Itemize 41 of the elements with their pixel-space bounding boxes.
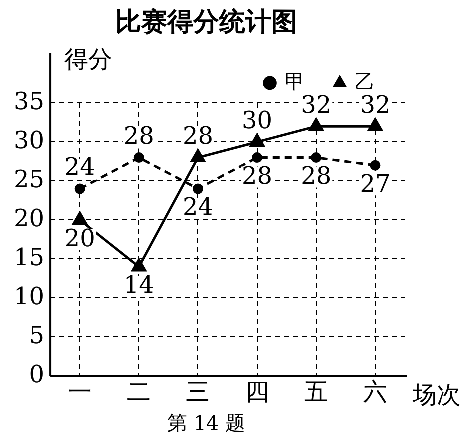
y-tick-label: 30 [14,126,45,154]
text: 第 14 题 [167,411,246,436]
legend-label: 甲 [285,69,305,94]
y-axis-title: 得分 [64,45,113,74]
y-tick-label: 25 [14,165,45,194]
data-label: 32 [301,90,332,119]
data-label: 28 [301,162,332,190]
point [190,150,206,163]
data-label: 24 [64,153,96,182]
y-tick-label: 5 [29,321,45,350]
x-tick-label: 四 [245,378,270,406]
y-tick-label: 0 [29,360,45,388]
y-tick-label: 15 [14,243,45,272]
legend-label: 乙 [355,69,375,94]
data-label: 32 [360,90,391,119]
y-tick-label: 20 [14,204,45,232]
data-label: 20 [64,224,96,252]
x-tick-label: 六 [363,378,388,406]
data-label: 14 [124,271,154,300]
point [132,258,146,272]
x-tick-label: 一 [68,378,92,406]
point [134,152,144,164]
point [311,152,322,164]
y-tick-label: 35 [14,87,45,116]
data-label: 28 [242,162,273,190]
x-tick-label: 三 [186,378,210,406]
data-label: 24 [182,193,214,222]
x-tick-label: 二 [127,378,152,406]
data-label: 27 [360,170,391,198]
point [370,160,381,171]
point [72,212,88,225]
chart-title: 比赛得分统计图 [116,7,298,38]
data-label: 28 [182,122,214,150]
data-label: 28 [124,122,154,150]
point [74,184,86,194]
data-label: 30 [242,106,273,134]
x-axis-title: 场次 [412,381,461,410]
x-tick-label: 五 [304,378,328,406]
y-tick-label: 10 [14,282,45,310]
point [252,152,263,164]
point [192,184,204,194]
